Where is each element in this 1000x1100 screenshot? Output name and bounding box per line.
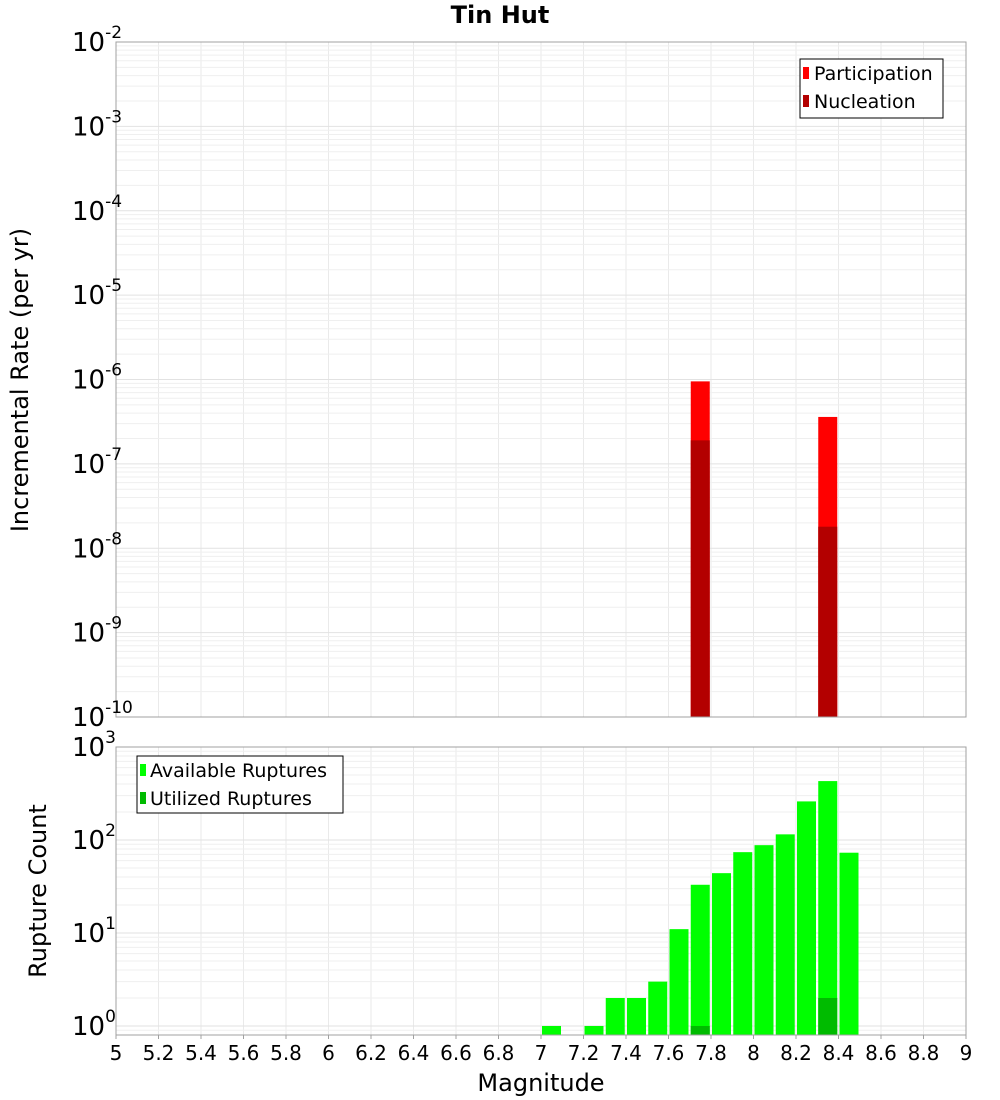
nucleation-bar [818, 526, 838, 717]
x-tick-label: 5.2 [143, 1041, 175, 1065]
legend-swatch-participation [803, 67, 809, 79]
x-tick-label: 6.8 [483, 1041, 515, 1065]
y-tick-label: 10-7 [72, 445, 122, 480]
rate-bars [690, 381, 838, 717]
legend-label-nucleation: Nucleation [814, 91, 916, 113]
x-tick-label: 8.6 [865, 1041, 897, 1065]
available-ruptures-bar [797, 801, 816, 1035]
count-y-ticks: 100 101 102 103 [72, 728, 116, 1042]
x-tick-label: 7.4 [610, 1041, 642, 1065]
x-tick-label: 8.8 [908, 1041, 940, 1065]
available-ruptures-bar [712, 873, 731, 1035]
y-tick-label: 101 [72, 914, 116, 949]
y-tick-label: 10-5 [72, 276, 122, 311]
available-ruptures-bar [605, 997, 625, 1035]
available-ruptures-bar [627, 997, 646, 1035]
y-tick-label: 10-10 [72, 698, 133, 733]
available-ruptures-bar [754, 845, 774, 1035]
nucleation-bar [690, 440, 710, 717]
available-ruptures-bar [733, 852, 753, 1035]
y-tick-label: 10-3 [72, 107, 122, 142]
available-ruptures-bar [542, 1025, 561, 1035]
x-tick-label: 6.4 [398, 1041, 430, 1065]
x-tick-label: 5.4 [185, 1041, 217, 1065]
rate-legend-box [799, 58, 944, 119]
x-tick-label: 5.8 [270, 1041, 302, 1065]
legend-label-participation: Participation [814, 63, 933, 85]
y-tick-label: 10-4 [72, 192, 122, 227]
count-legend: Available Ruptures Utilized Ruptures [136, 755, 344, 814]
y-tick-label: 10-6 [72, 361, 122, 396]
x-axis-label: Magnitude [477, 1069, 604, 1097]
legend-label-utilized-ruptures: Utilized Ruptures [150, 788, 312, 810]
utilized-ruptures-bar [690, 1025, 710, 1035]
x-tick-label: 6.2 [355, 1041, 387, 1065]
count-panel: 100 101 102 103 Rupture Count Available Rup… [24, 728, 967, 1042]
count-bars [542, 781, 859, 1035]
x-tick-label: 9 [960, 1041, 973, 1065]
count-y-axis-label: Rupture Count [24, 804, 52, 978]
available-ruptures-bar [775, 834, 795, 1035]
x-tick-label: 8.2 [780, 1041, 812, 1065]
y-tick-label: 10-9 [72, 614, 122, 649]
legend-label-available-ruptures: Available Ruptures [150, 760, 327, 782]
rate-plot-frame [115, 41, 967, 718]
available-ruptures-bar [648, 981, 668, 1035]
available-ruptures-bar [690, 884, 710, 1035]
y-tick-label: 103 [72, 728, 116, 763]
rate-panel: 10-10 10-9 10-8 10-7 10-6 10-5 10-4 10-3 10-2 In… [6, 23, 967, 733]
x-tick-label: 7.6 [653, 1041, 685, 1065]
available-ruptures-bar [584, 1025, 604, 1035]
x-tick-label: 6 [322, 1041, 335, 1065]
y-tick-label: 102 [72, 821, 116, 856]
y-tick-label: 10-8 [72, 529, 122, 564]
x-tick-label: 8 [747, 1041, 760, 1065]
chart-title: Tin Hut [451, 1, 550, 29]
legend-swatch-nucleation [803, 95, 809, 107]
x-tick-label: 7 [535, 1041, 548, 1065]
available-ruptures-bar [818, 781, 838, 1035]
y-tick-label: 10-2 [72, 23, 122, 58]
legend-swatch-available-ruptures [140, 764, 146, 776]
x-tick-label: 7.2 [568, 1041, 600, 1065]
legend-swatch-utilized-ruptures [140, 792, 146, 804]
utilized-ruptures-bar [818, 997, 838, 1035]
count-legend-box [136, 755, 344, 814]
y-tick-label: 100 [72, 1007, 116, 1042]
x-axis-ticks: 5 5.2 5.4 5.6 5.8 6 6.2 6.4 6.6 6.8 7 7.2 7.4 7.6 7.8 8… [110, 1035, 973, 1065]
x-tick-label: 6.6 [440, 1041, 472, 1065]
x-tick-label: 7.8 [695, 1041, 727, 1065]
rate-grid [115, 41, 967, 718]
x-tick-label: 5 [110, 1041, 123, 1065]
rate-y-ticks: 10-10 10-9 10-8 10-7 10-6 10-5 10-4 10-3 10-2 [72, 23, 133, 733]
available-ruptures-bar [839, 852, 859, 1035]
x-tick-label: 5.6 [228, 1041, 260, 1065]
rate-legend: Participation Nucleation [799, 58, 944, 119]
rate-y-axis-label: Incremental Rate (per yr) [6, 228, 34, 532]
available-ruptures-bar [669, 929, 689, 1035]
x-tick-label: 8.4 [823, 1041, 855, 1065]
